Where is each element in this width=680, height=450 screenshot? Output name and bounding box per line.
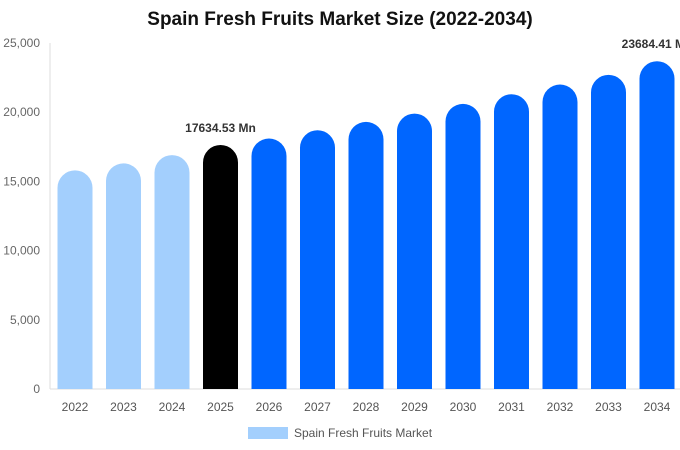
bar-2029 — [397, 113, 432, 390]
bar-2034 — [639, 61, 675, 390]
bar-2025 — [203, 144, 238, 389]
y-tick-label: 5,000 — [10, 313, 40, 327]
x-tick-label: 2029 — [401, 400, 428, 414]
x-tick-label: 2032 — [547, 400, 574, 414]
x-tick-label: 2030 — [450, 400, 477, 414]
x-tick-label: 2027 — [304, 400, 331, 414]
bar-2024 — [154, 155, 190, 389]
x-tick-label: 2023 — [110, 400, 137, 414]
y-tick-label: 25,000 — [3, 36, 40, 50]
bar-2023 — [106, 163, 141, 389]
x-tick-label: 2034 — [644, 400, 671, 414]
bar-2026 — [251, 138, 287, 389]
data-label: 17634.53 Mn — [185, 121, 256, 135]
legend-swatch — [248, 427, 288, 439]
legend[interactable]: Spain Fresh Fruits Market — [248, 426, 432, 440]
bar-2031 — [494, 94, 529, 389]
x-tick-label: 2033 — [595, 400, 622, 414]
x-tick-label: 2031 — [498, 400, 525, 414]
y-tick-label: 15,000 — [3, 174, 40, 188]
x-tick-label: 2024 — [159, 400, 186, 414]
x-tick-label: 2026 — [256, 400, 283, 414]
bar-2022 — [57, 170, 93, 389]
bar-2028 — [348, 121, 384, 389]
x-tick-label: 2025 — [207, 400, 234, 414]
bar-2027 — [300, 130, 335, 389]
chart-title: Spain Fresh Fruits Market Size (2022-203… — [147, 9, 533, 30]
y-tick-label: 10,000 — [3, 244, 40, 258]
y-tick-label: 0 — [33, 382, 40, 396]
y-tick-label: 20,000 — [3, 105, 40, 119]
x-tick-label: 2022 — [62, 400, 89, 414]
legend-label: Spain Fresh Fruits Market — [294, 426, 433, 440]
data-label: 23684.41 Mn — [622, 37, 680, 51]
x-tick-label: 2028 — [353, 400, 380, 414]
bar-2033 — [591, 74, 626, 389]
bar-2032 — [542, 84, 578, 390]
bar-2030 — [445, 103, 481, 390]
